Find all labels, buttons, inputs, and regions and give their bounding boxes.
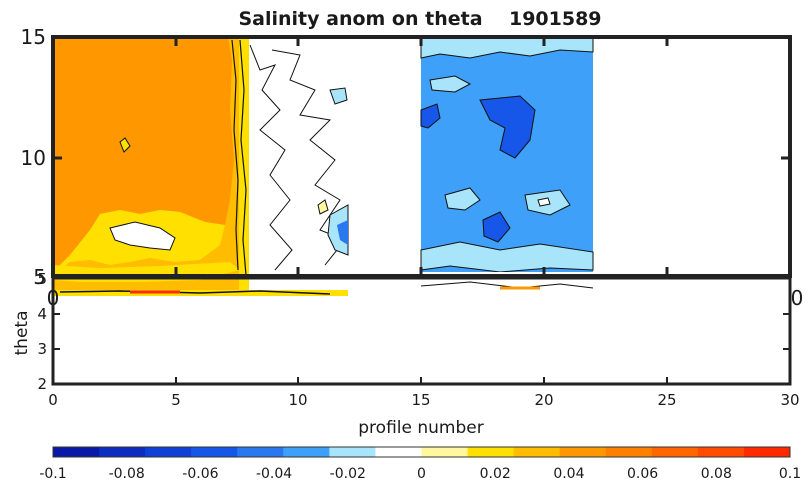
colorbar-tick-label: -0.04	[256, 466, 292, 482]
positive-anomaly-block	[53, 37, 349, 296]
colorbar-cell	[697, 447, 745, 457]
bottom-xtick-5: 5	[171, 391, 181, 409]
colorbar-tick-label: -0.02	[330, 466, 366, 482]
colorbar-cells	[53, 447, 791, 457]
colorbar-cell	[237, 447, 284, 457]
colorbar: -0.1 -0.08 -0.06 -0.04 -0.02 0 0.02 0.04 0.06 0.0…	[39, 446, 801, 482]
top-panel-ticks	[53, 37, 790, 276]
colorbar-tick-label: 0.06	[627, 466, 658, 482]
colorbar-tick-label: -0.06	[182, 466, 218, 482]
colorbar-tick-label: 0.1	[779, 466, 801, 482]
negative-anomaly-block	[420, 36, 594, 296]
bottom-xtick-10: 10	[288, 391, 307, 409]
colorbar-tick-label: 0.02	[480, 466, 511, 482]
bottom-ytick-3: 3	[37, 340, 47, 358]
top-ytick-15: 15	[21, 25, 46, 49]
colorbar-cell	[421, 447, 469, 457]
colorbar-cell	[53, 447, 100, 457]
bottom-panel-ticks	[53, 313, 790, 384]
chart-title: Salinity anom on theta 1901589	[238, 8, 601, 30]
colorbar-cell	[283, 447, 330, 457]
bottom-ytick-5: 5	[37, 270, 47, 288]
colorbar-cell	[191, 447, 238, 457]
colorbar-cell	[467, 447, 515, 457]
colorbar-tick-label: -0.08	[109, 466, 145, 482]
y-axis-label: theta	[12, 311, 32, 356]
colorbar-frame	[52, 446, 791, 458]
top-ytick-10: 10	[21, 146, 46, 170]
x-axis-label: profile number	[358, 418, 483, 438]
colorbar-cell	[559, 447, 607, 457]
bottom-ytick-4: 4	[37, 305, 47, 323]
colorbar-cell	[651, 447, 699, 457]
colorbar-tick-label: -0.1	[39, 466, 66, 482]
bottom-ytick-2: 2	[37, 375, 47, 393]
colorbar-cell	[99, 447, 146, 457]
colorbar-tick-label: 0	[417, 466, 426, 482]
bottom-xtick-0: 0	[48, 391, 58, 409]
bottom-xtick-20: 20	[534, 391, 553, 409]
top-panel-tick-labels: 15 10 5 0 0	[21, 25, 804, 310]
bottom-panel-tick-labels: 5 4 3 2 0 5 10 15 20 25 30	[37, 270, 799, 409]
top-panel-plot	[53, 36, 594, 296]
top-xtick-right: 0	[791, 286, 804, 310]
bottom-xtick-30: 30	[780, 391, 799, 409]
bottom-xtick-25: 25	[657, 391, 676, 409]
colorbar-cell	[513, 447, 561, 457]
colorbar-tick-label: 0.08	[701, 466, 732, 482]
colorbar-labels: -0.1 -0.08 -0.06 -0.04 -0.02 0 0.02 0.04 0.06 0.0…	[39, 466, 801, 482]
colorbar-tick-label: 0.04	[553, 466, 584, 482]
colorbar-cell	[329, 447, 376, 457]
bottom-xtick-15: 15	[411, 391, 430, 409]
colorbar-cell	[743, 447, 791, 457]
colorbar-cell	[145, 447, 192, 457]
colorbar-cell	[605, 447, 653, 457]
colorbar-cell	[375, 447, 422, 457]
top-ytick-5: 5	[33, 265, 46, 289]
